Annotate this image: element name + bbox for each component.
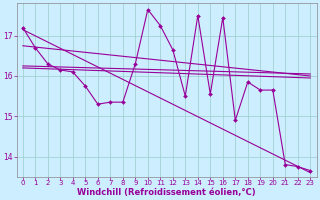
X-axis label: Windchill (Refroidissement éolien,°C): Windchill (Refroidissement éolien,°C) xyxy=(77,188,256,197)
